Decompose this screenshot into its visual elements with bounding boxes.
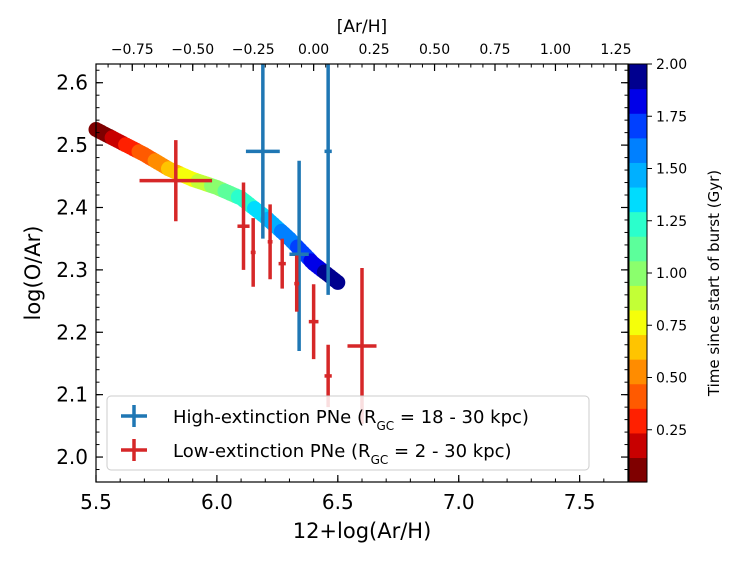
colorbar-segment — [629, 113, 647, 139]
top-tick-label: 0.00 — [298, 42, 329, 58]
top-axis-label: [Ar/H] — [337, 17, 387, 37]
data-point-1-6 — [308, 284, 319, 360]
colorbar-tick-label: 0.75 — [656, 318, 687, 334]
colorbar-segment — [629, 162, 647, 188]
colorbar-segment — [629, 211, 647, 237]
x-tick-label: 7.5 — [564, 490, 596, 514]
colorbar-segment — [629, 408, 647, 434]
legend-box — [106, 395, 590, 471]
colorbar-tick-label: 1.50 — [656, 162, 687, 178]
data-point-1-3 — [267, 204, 273, 280]
legend-label-0: High-extinction PNe (RGC = 18 - 30 kpc) — [173, 407, 529, 433]
top-tick-label: 0.50 — [419, 42, 450, 58]
x-tick-label: 7.0 — [443, 490, 475, 514]
track-point — [330, 274, 346, 290]
colorbar-segment — [629, 88, 647, 114]
y-tick-label: 2.2 — [56, 320, 88, 344]
y-tick-label: 2.5 — [56, 133, 88, 157]
legend-text-sub: GC — [371, 453, 389, 467]
legend-text-post: = 2 - 30 kpc) — [388, 441, 511, 462]
legend-label-1: Low-extinction PNe (RGC = 2 - 30 kpc) — [173, 441, 512, 467]
top-tick-label: −0.25 — [232, 42, 275, 58]
data-point-0-1 — [289, 160, 309, 351]
top-tick-label: 0.25 — [359, 42, 390, 58]
data-point-1-4 — [278, 238, 286, 289]
colorbar-segment — [629, 457, 647, 483]
colorbar-segment — [629, 359, 647, 385]
colorbar-segment — [629, 309, 647, 336]
data-point-0-0 — [245, 64, 280, 239]
legend-text-pre: Low-extinction PNe (R — [173, 441, 371, 462]
x-tick-label: 6.0 — [201, 490, 233, 514]
top-tick-label: −0.50 — [171, 42, 214, 58]
top-tick-label: 0.75 — [479, 42, 510, 58]
data-point-1-0 — [139, 140, 213, 222]
colorbar-segment — [629, 432, 647, 459]
colorbar-segment — [629, 334, 647, 360]
data-point-1-5 — [294, 255, 300, 312]
y-tick-label: 2.0 — [56, 445, 88, 469]
model-track — [88, 122, 346, 290]
legend: High-extinction PNe (RGC = 18 - 30 kpc)L… — [106, 395, 590, 471]
colorbar-tick-label: 0.25 — [656, 423, 687, 439]
colorbar-segment — [629, 137, 647, 163]
x-tick-label: 5.5 — [80, 490, 112, 514]
colorbar-segment — [629, 236, 647, 262]
top-tick-label: −0.75 — [111, 42, 154, 58]
colorbar-tick-label: 1.75 — [656, 109, 687, 125]
colorbar-tick-label: 1.25 — [656, 214, 687, 230]
colorbar-segment — [629, 64, 647, 90]
colorbar-tick-label: 0.50 — [656, 371, 687, 387]
x-axis-label: 12+log(Ar/H) — [293, 519, 432, 543]
colorbar-segment — [629, 186, 647, 213]
colorbar-segment — [629, 383, 647, 409]
data-point-1-2 — [250, 218, 256, 287]
legend-text-post: = 18 - 30 kpc) — [394, 407, 529, 428]
colorbar-tick-label: 1.00 — [656, 266, 687, 282]
y-tick-label: 2.1 — [56, 383, 88, 407]
y-tick-label: 2.3 — [56, 258, 88, 282]
axes: 5.5 6.0 6.5 7.0 7.5 2.0 2.1 2.2 2.3 2.4 2.5 2.6 −0.7… — [56, 42, 631, 514]
colorbar-label: Time since start of burst (Gyr) — [705, 170, 723, 397]
data-point-0-2 — [324, 64, 332, 295]
legend-text-sub: GC — [376, 419, 394, 433]
x-tick-label: 6.5 — [322, 490, 354, 514]
y-tick-label: 2.6 — [56, 71, 88, 95]
y-tick-label: 2.4 — [56, 195, 88, 219]
legend-text-pre: High-extinction PNe (R — [173, 407, 376, 428]
colorbar-segment — [629, 285, 647, 311]
colorbar-tick-label: 2.00 — [656, 57, 687, 73]
top-tick-label: 1.00 — [540, 42, 571, 58]
colorbar: 0.25 0.50 0.75 1.00 1.25 1.50 1.75 2.00 — [628, 57, 687, 483]
data-point-1-1 — [237, 182, 250, 270]
colorbar-segment — [629, 260, 647, 286]
top-tick-label: 1.25 — [600, 42, 631, 58]
y-axis-label: log(O/Ar) — [21, 225, 45, 320]
